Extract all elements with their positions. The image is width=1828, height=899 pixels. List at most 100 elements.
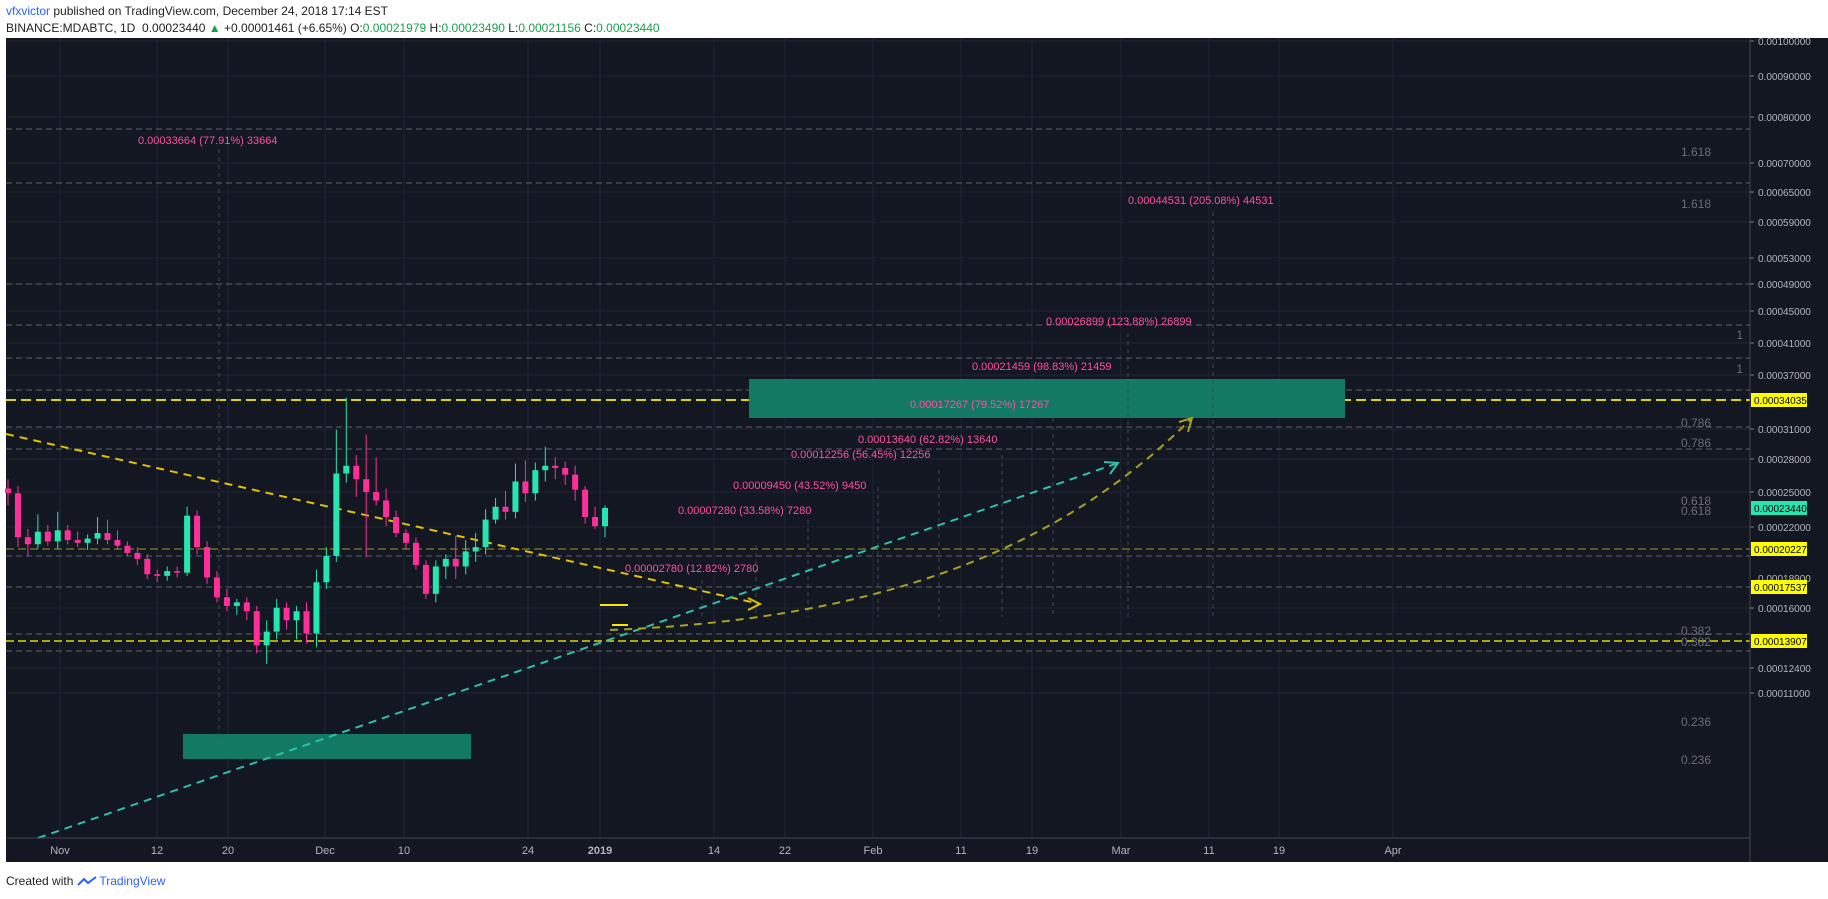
y-tick-label: 0.00065000 (1758, 188, 1811, 199)
candle-body (442, 558, 449, 567)
published-text: published on TradingView.com, December 2… (50, 4, 389, 18)
fib-label: 0.382 (1681, 624, 1711, 638)
candle-body (34, 531, 41, 545)
price-axis-background[interactable] (1750, 38, 1828, 862)
candle-body (343, 465, 350, 474)
y-tick-label: 0.00022000 (1758, 523, 1811, 534)
candle-body (223, 597, 230, 606)
candle-body (134, 552, 141, 559)
created-with-text: Created with (6, 874, 74, 888)
candle-body (184, 515, 191, 573)
candle-body (333, 473, 340, 556)
y-tick-label: 0.00041000 (1758, 339, 1811, 350)
candle-body (542, 465, 549, 471)
descending-trendline (5, 433, 761, 605)
high-value: 0.00023490 (441, 21, 505, 35)
close-label: C: (584, 21, 597, 35)
target-zone-box (749, 379, 1345, 418)
price-label: 0.00013907 (1754, 637, 1807, 648)
candle-body (602, 508, 608, 527)
open-value: 0.00021979 (362, 21, 427, 35)
candle-body (233, 602, 240, 606)
x-tick-label: Feb (864, 845, 883, 857)
ascending-trendline (37, 462, 1119, 839)
candle-body (582, 489, 589, 518)
y-tick-label: 0.00049000 (1758, 280, 1811, 291)
x-tick-label: 24 (522, 845, 534, 857)
x-tick-label: 10 (398, 845, 410, 857)
candle-body (154, 574, 161, 576)
y-tick-label: 0.00070000 (1758, 159, 1811, 170)
tradingview-link[interactable]: TradingView (99, 874, 166, 888)
candle-body (363, 479, 370, 493)
close-value: 0.00023440 (596, 21, 660, 35)
low-value: 0.00021156 (518, 21, 581, 35)
price-label-box (1751, 393, 1807, 407)
candle-body (104, 533, 111, 540)
y-tick-label: 0.00025000 (1758, 488, 1811, 499)
y-tick-label: 0.00053000 (1758, 254, 1811, 265)
overlay-layer (600, 604, 628, 626)
x-tick-label: Dec (315, 845, 335, 857)
candle-body (462, 551, 469, 567)
candle-body (84, 538, 91, 543)
arrow-head-icon (747, 597, 763, 611)
candle-body (403, 533, 409, 543)
target-annotation: 0.00044531 (205.08%) 44531 (1128, 195, 1274, 207)
candle-body (522, 481, 529, 494)
x-tick-label: 20 (222, 845, 234, 857)
price-label: 0.00023440 (1754, 504, 1807, 515)
price-label: 0.00020227 (1754, 545, 1807, 556)
candle-body (114, 539, 121, 546)
author-link[interactable]: vfxvictor (6, 4, 51, 18)
fib-label: 1 (1736, 328, 1743, 342)
candle-body (94, 533, 101, 539)
candle-body (452, 558, 459, 567)
fib-label: 0.236 (1681, 715, 1711, 729)
candle-body (502, 506, 509, 512)
arrow-head-icon (1103, 461, 1120, 475)
last-price: 0.00023440 (142, 21, 206, 35)
price-label: 0.00017537 (1754, 583, 1807, 594)
y-tick-label: 0.00018900 (1758, 574, 1811, 585)
candle-body (412, 542, 419, 565)
candle-body (253, 611, 260, 646)
candle-body (14, 493, 21, 538)
y-tick-label: 0.00012400 (1758, 664, 1811, 675)
y-tick-label: 0.00011000 (1758, 689, 1811, 700)
tradingview-logo-icon (77, 875, 97, 889)
candle-body (24, 537, 31, 545)
x-tick-label: 19 (1026, 845, 1038, 857)
y-tick-label: 0.00028000 (1758, 455, 1811, 466)
fib-label: 1.618 (1681, 145, 1711, 159)
price-label-box (1751, 634, 1807, 648)
candle-body (293, 611, 300, 621)
open-label: O: (350, 21, 363, 35)
y-tick-label: 0.00031000 (1758, 425, 1811, 436)
target-annotation: 0.00007280 (33.58%) 7280 (678, 505, 811, 517)
y-tick-label: 0.00037000 (1758, 371, 1811, 382)
x-tick-label: 2019 (588, 845, 612, 857)
price-label-box (1751, 542, 1807, 556)
candle-body (383, 500, 390, 518)
target-annotation: 0.00017267 (79.52%) 17267 (910, 399, 1049, 411)
candle-body (5, 488, 11, 494)
candle-body (164, 571, 171, 576)
candle-body (44, 531, 51, 542)
time-axis-background[interactable] (6, 838, 1750, 862)
candle-body (482, 519, 489, 548)
candle-body (74, 539, 81, 543)
price-chart[interactable]: 1.6181.618110.7860.7860.6180.6180.3820.3… (0, 38, 1828, 870)
x-tick-label: 22 (779, 845, 791, 857)
target-annotation: 0.00033664 (77.91%) 33664 (138, 135, 277, 147)
candle-body (303, 611, 310, 634)
fib-label: 0.786 (1681, 416, 1711, 430)
fib-label: 0.382 (1681, 635, 1711, 649)
candle-body (283, 607, 290, 621)
candle-body (592, 517, 599, 527)
candle-body (393, 517, 400, 534)
y-tick-label: 0.00016000 (1758, 604, 1811, 615)
high-label: H: (429, 21, 442, 35)
candle-body (353, 465, 360, 480)
